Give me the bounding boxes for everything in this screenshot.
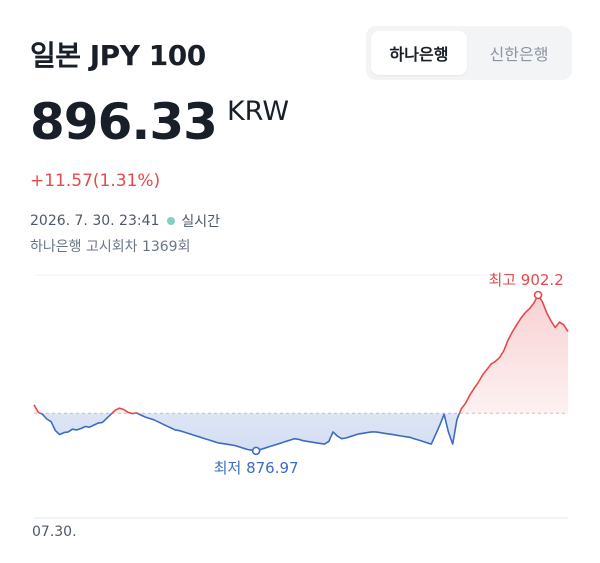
chart-line-down — [38, 413, 461, 452]
bank-tab-hana[interactable]: 하나은행 — [371, 31, 467, 75]
bank-tab-shinhan[interactable]: 신한은행 — [471, 31, 567, 75]
chart-x-start-label: 07.30. — [32, 524, 77, 540]
currency-unit: KRW — [226, 96, 290, 127]
chart-high-marker — [533, 290, 543, 300]
chart-high-label: 최고 902.2 — [488, 271, 563, 289]
chart-low-marker — [251, 446, 261, 456]
live-label: 실시간 — [181, 214, 221, 230]
timestamp-row: 2026. 7. 30. 23:41 실시간 — [30, 211, 220, 231]
page-title: 일본 JPY 100 — [30, 39, 206, 72]
rate-change: +11.57(1.31%) — [30, 171, 161, 191]
bank-toggle: 하나은행 신한은행 — [366, 26, 572, 80]
rate-chart[interactable]: 최고 902.2 최저 876.97 07.30. — [0, 265, 600, 559]
chart-line-up — [33, 294, 569, 414]
price-row: 896.33 KRW — [30, 90, 289, 154]
rate-chart-svg: 최고 902.2 최저 876.97 07.30. — [32, 271, 569, 540]
notice-round: 하나은행 고시회차 1369회 — [30, 239, 191, 255]
exchange-rate-value: 896.33 — [30, 93, 218, 151]
timestamp: 2026. 7. 30. 23:41 — [30, 213, 160, 229]
chart-area-up — [34, 295, 568, 414]
chart-low-label: 최저 876.97 — [214, 459, 299, 477]
live-dot-icon — [167, 217, 176, 225]
chart-area-down — [34, 413, 568, 451]
